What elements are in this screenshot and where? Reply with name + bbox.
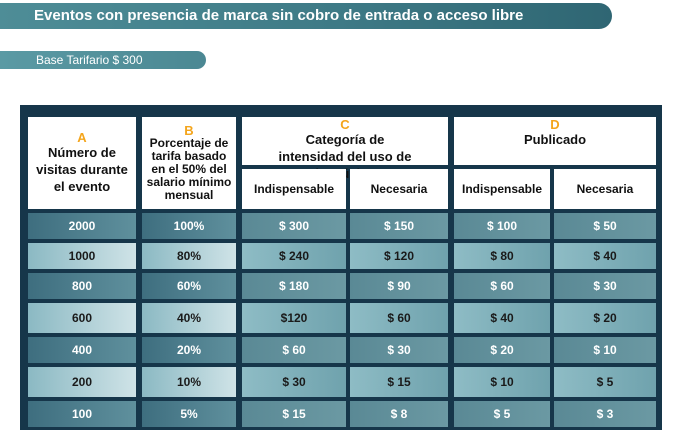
table-cell: $ 150 <box>350 213 448 239</box>
table-cell: $ 5 <box>554 367 656 397</box>
table-cell: $ 15 <box>242 401 346 427</box>
table-cell: $ 20 <box>454 337 550 363</box>
column-b-header: B Porcentaje de tarifa basado en el 50% … <box>142 117 236 209</box>
base-rate-label: Base Tarifario $ 300 <box>0 51 206 69</box>
table-cell: 800 <box>28 273 136 299</box>
column-b-label: Porcentaje de tarifa basado en el 50% de… <box>146 136 232 202</box>
table-cell: $ 60 <box>350 303 448 333</box>
table-cell: 20% <box>142 337 236 363</box>
table-cell: 600 <box>28 303 136 333</box>
table-cell: $ 30 <box>350 337 448 363</box>
table-cell: 10% <box>142 367 236 397</box>
table-cell: $ 240 <box>242 243 346 269</box>
table-cell: 40% <box>142 303 236 333</box>
table-cell: $ 90 <box>350 273 448 299</box>
column-d-letter: D <box>550 117 560 132</box>
table-cell: $ 10 <box>454 367 550 397</box>
table-cell: $ 40 <box>554 243 656 269</box>
table-cell: $ 3 <box>554 401 656 427</box>
table-cell: $ 10 <box>554 337 656 363</box>
c-necesaria-header: Necesaria <box>350 169 448 209</box>
table-cell: 2000 <box>28 213 136 239</box>
table-cell: $ 30 <box>242 367 346 397</box>
d-necesaria-header: Necesaria <box>554 169 656 209</box>
table-cell: 5% <box>142 401 236 427</box>
table-cell: $ 60 <box>242 337 346 363</box>
column-a-header: A Número de visitas durante el evento <box>28 117 136 209</box>
column-d-label: Publicado <box>523 132 587 147</box>
table-cell: 200 <box>28 367 136 397</box>
rate-table: A Número de visitas durante el evento B … <box>20 105 662 430</box>
table-cell: $ 8 <box>350 401 448 427</box>
column-d-header: D Publicado <box>454 117 656 165</box>
column-a-label: Número de visitas durante el evento <box>36 145 128 194</box>
table-cell: $ 20 <box>554 303 656 333</box>
table-cell: $ 300 <box>242 213 346 239</box>
table-cell: 400 <box>28 337 136 363</box>
table-cell: $ 100 <box>454 213 550 239</box>
column-b-letter: B <box>184 123 194 138</box>
table-cell: 1000 <box>28 243 136 269</box>
c-indispensable-header: Indispensable <box>242 169 346 209</box>
table-cell: 100 <box>28 401 136 427</box>
table-cell: $ 30 <box>554 273 656 299</box>
d-indispensable-header: Indispensable <box>454 169 550 209</box>
table-cell: $ 40 <box>454 303 550 333</box>
table-cell: 60% <box>142 273 236 299</box>
column-c-letter: C <box>340 117 350 132</box>
table-cell: $ 80 <box>454 243 550 269</box>
column-a-letter: A <box>77 130 87 145</box>
table-cell: $ 5 <box>454 401 550 427</box>
table-cell: $ 180 <box>242 273 346 299</box>
table-cell: 100% <box>142 213 236 239</box>
table-cell: $ 50 <box>554 213 656 239</box>
table-cell: 80% <box>142 243 236 269</box>
table-cell: $ 120 <box>350 243 448 269</box>
table-cell: $ 15 <box>350 367 448 397</box>
page-title: Eventos con presencia de marca sin cobro… <box>0 3 612 29</box>
column-c-header: C Categoría de intensidad del uso de la … <box>242 117 448 181</box>
table-cell: $120 <box>242 303 346 333</box>
table-cell: $ 60 <box>454 273 550 299</box>
